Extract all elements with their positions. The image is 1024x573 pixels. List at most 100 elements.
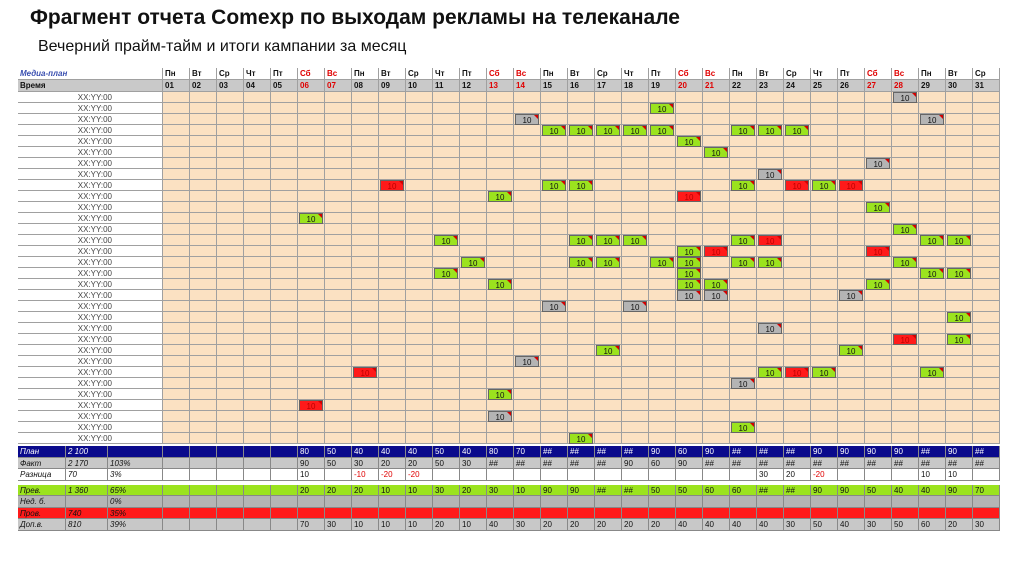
grid-cell[interactable] (271, 345, 298, 356)
grid-cell[interactable] (190, 114, 217, 125)
grid-cell[interactable] (541, 136, 568, 147)
grid-cell[interactable] (244, 191, 271, 202)
grid-cell[interactable] (190, 312, 217, 323)
grid-cell[interactable] (784, 334, 811, 345)
grid-cell[interactable] (244, 411, 271, 422)
grid-cell[interactable] (352, 268, 379, 279)
grid-cell[interactable] (946, 279, 973, 290)
grid-cell[interactable] (838, 378, 865, 389)
grid-cell[interactable] (298, 224, 325, 235)
grid-cell[interactable] (946, 323, 973, 334)
grid-cell[interactable] (568, 367, 595, 378)
grid-cell[interactable] (379, 312, 406, 323)
grid-cell[interactable] (946, 125, 973, 136)
grid-cell[interactable] (811, 147, 838, 158)
grid-cell[interactable] (460, 169, 487, 180)
grid-cell[interactable] (649, 136, 676, 147)
grid-cell[interactable] (649, 334, 676, 345)
grid-cell[interactable] (487, 345, 514, 356)
grid-cell[interactable] (973, 312, 1000, 323)
grid-cell[interactable] (811, 411, 838, 422)
grid-cell[interactable] (838, 323, 865, 334)
grid-cell[interactable] (541, 257, 568, 268)
grid-cell[interactable] (865, 411, 892, 422)
grid-cell[interactable] (190, 422, 217, 433)
grid-cell[interactable] (892, 235, 919, 246)
grid-cell[interactable] (730, 411, 757, 422)
grid-cell[interactable] (460, 147, 487, 158)
grid-cell[interactable] (676, 224, 703, 235)
grid-cell[interactable] (379, 433, 406, 444)
grid-cell[interactable] (892, 136, 919, 147)
grid-cell[interactable] (271, 279, 298, 290)
spot-placed[interactable]: 10 (731, 180, 755, 191)
grid-cell[interactable] (676, 180, 703, 191)
spot-placed[interactable]: 10 (650, 103, 674, 114)
grid-cell[interactable] (298, 345, 325, 356)
grid-cell[interactable] (811, 400, 838, 411)
grid-cell[interactable] (919, 334, 946, 345)
grid-cell[interactable] (703, 114, 730, 125)
spot-missed[interactable]: 10 (893, 334, 917, 345)
grid-cell[interactable] (163, 312, 190, 323)
grid-cell[interactable] (433, 312, 460, 323)
grid-cell[interactable] (568, 411, 595, 422)
grid-cell[interactable] (460, 356, 487, 367)
grid-cell[interactable] (946, 422, 973, 433)
grid-cell[interactable] (190, 411, 217, 422)
grid-cell[interactable] (703, 301, 730, 312)
grid-cell[interactable] (568, 334, 595, 345)
grid-cell[interactable] (190, 345, 217, 356)
grid-cell[interactable] (217, 169, 244, 180)
grid-cell[interactable] (352, 92, 379, 103)
grid-cell[interactable] (487, 235, 514, 246)
grid-cell[interactable] (919, 202, 946, 213)
grid-cell[interactable] (973, 400, 1000, 411)
grid-cell[interactable] (217, 202, 244, 213)
grid-cell[interactable] (244, 136, 271, 147)
grid-cell[interactable] (676, 389, 703, 400)
grid-cell[interactable] (676, 147, 703, 158)
grid-cell[interactable] (676, 367, 703, 378)
grid-cell[interactable] (379, 411, 406, 422)
grid-cell[interactable] (757, 147, 784, 158)
grid-cell[interactable] (190, 136, 217, 147)
grid-cell[interactable] (865, 180, 892, 191)
grid-cell[interactable] (406, 433, 433, 444)
grid-cell[interactable] (325, 356, 352, 367)
grid-cell[interactable] (271, 235, 298, 246)
grid-cell[interactable] (811, 103, 838, 114)
grid-cell[interactable] (811, 378, 838, 389)
grid-cell[interactable] (163, 345, 190, 356)
grid-cell[interactable] (784, 136, 811, 147)
grid-cell[interactable] (352, 136, 379, 147)
grid-cell[interactable] (595, 290, 622, 301)
grid-cell[interactable] (892, 367, 919, 378)
grid-cell[interactable] (514, 334, 541, 345)
grid-cell[interactable] (190, 301, 217, 312)
grid-cell[interactable] (163, 114, 190, 125)
grid-cell[interactable] (190, 323, 217, 334)
grid-cell[interactable] (784, 191, 811, 202)
grid-cell[interactable] (271, 180, 298, 191)
grid-cell[interactable] (406, 367, 433, 378)
spot-other[interactable]: 10 (866, 158, 890, 169)
grid-cell[interactable] (433, 422, 460, 433)
grid-cell[interactable] (919, 323, 946, 334)
grid-cell[interactable] (595, 103, 622, 114)
grid-cell[interactable] (244, 257, 271, 268)
grid-cell[interactable] (703, 433, 730, 444)
grid-cell[interactable] (757, 345, 784, 356)
grid-cell[interactable] (622, 356, 649, 367)
grid-cell[interactable] (811, 345, 838, 356)
grid-cell[interactable] (406, 136, 433, 147)
grid-cell[interactable] (433, 323, 460, 334)
grid-cell[interactable] (919, 246, 946, 257)
grid-cell[interactable] (325, 224, 352, 235)
grid-cell[interactable] (892, 356, 919, 367)
grid-cell[interactable] (406, 257, 433, 268)
grid-cell[interactable] (568, 345, 595, 356)
grid-cell[interactable] (433, 92, 460, 103)
grid-cell[interactable] (865, 422, 892, 433)
grid-cell[interactable] (919, 312, 946, 323)
